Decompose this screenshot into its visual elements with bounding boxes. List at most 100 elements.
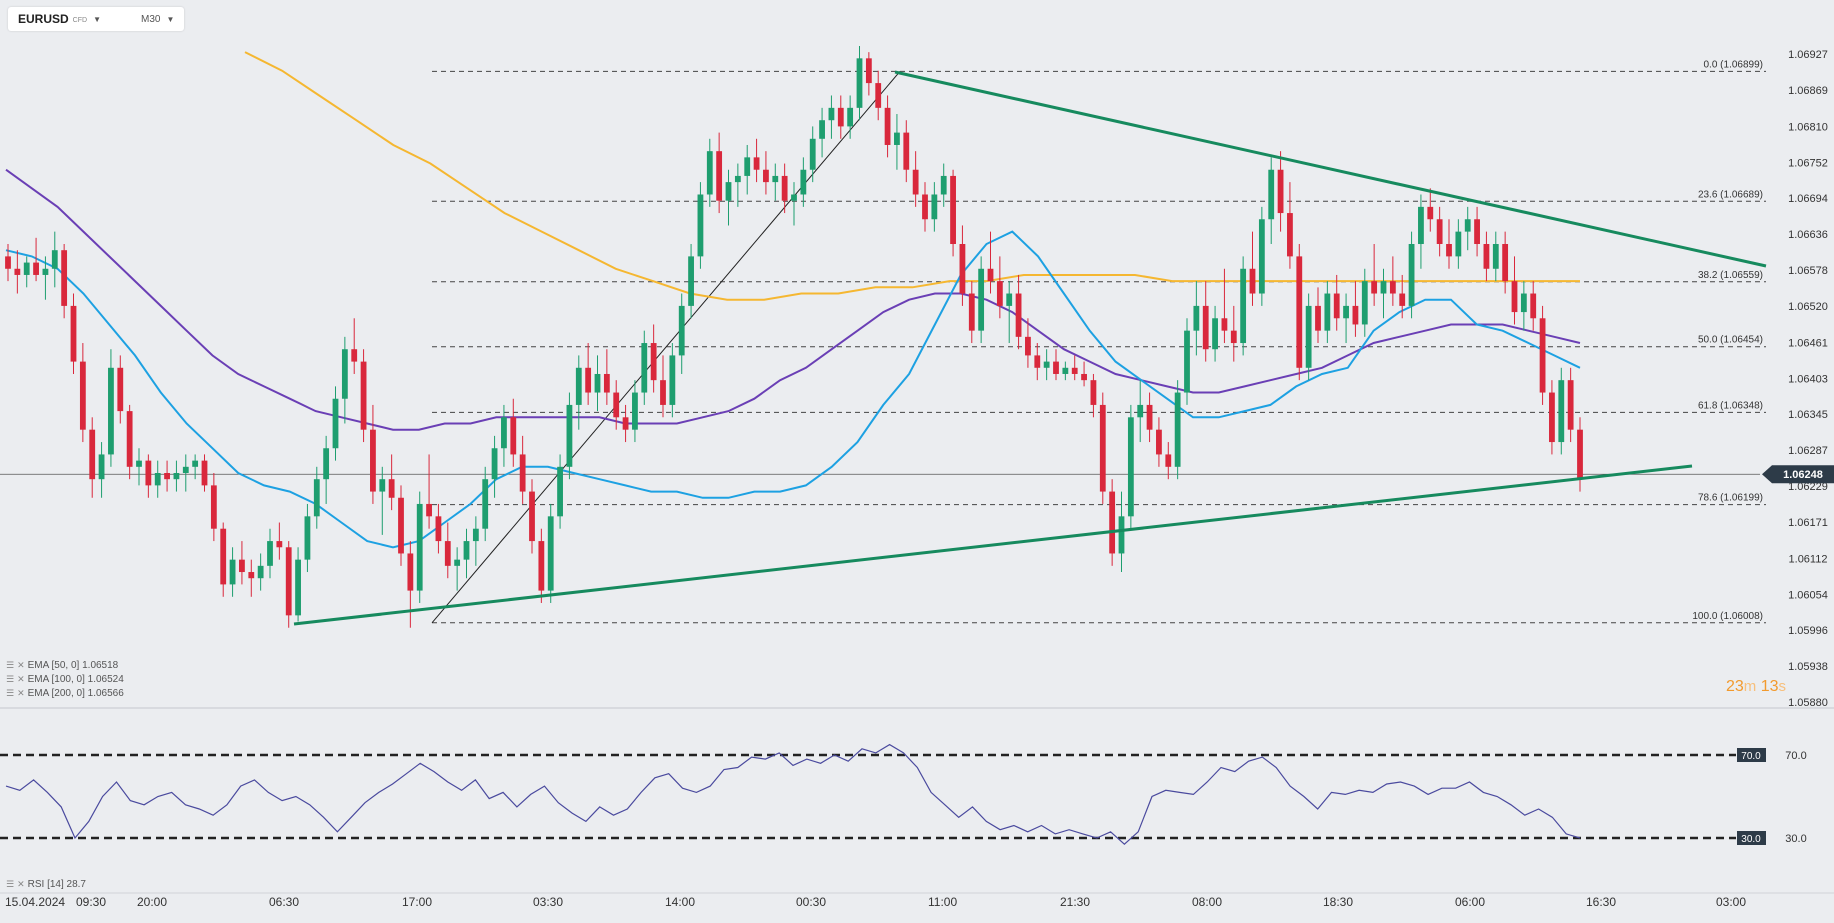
price-tick-label: 1.06752 [1788,157,1828,169]
candle-body [1202,305,1209,350]
time-tick-label: 08:00 [1192,895,1222,909]
price-tick-label: 1.06461 [1788,337,1828,349]
close-icon[interactable]: ✕ [17,879,25,889]
candle-body [594,373,601,393]
candle-body [454,559,461,566]
candle-body [370,429,376,492]
ema200-legend[interactable]: ☰ ✕ EMA [200, 0] 1.06566 [6,688,124,699]
candle-body [510,417,517,455]
candle-body [98,454,105,480]
time-axis[interactable]: 15.04.2024 09:30 20:00 06:30 17:00 03:30 14:00… [5,895,1746,909]
symbol-selector[interactable]: EURUSD CFD ▼ M30 ▼ [8,7,184,31]
trendlines-layer[interactable] [293,70,1767,626]
settings-icon[interactable]: ☰ [6,688,15,698]
time-tick-label: 18:30 [1323,895,1353,909]
candle-body [1230,330,1237,344]
countdown-seconds-unit: s [1778,678,1787,695]
candle-body [1539,318,1546,393]
close-icon[interactable]: ✕ [17,688,25,698]
time-tick-label: 17:00 [402,895,432,909]
rsi-level-badge [1737,831,1766,845]
candle-body [323,448,330,480]
candle-body [547,516,554,591]
rsi-axis-label: 30.0 [1785,833,1806,845]
candle-body [360,361,367,430]
ema100-line [5,168,1581,431]
candle-body [1567,380,1574,430]
candle-body [1408,244,1415,306]
candle-body [632,392,638,430]
time-tick-label: 03:00 [1716,895,1746,909]
candle-body [1389,281,1396,294]
candle-body [1221,318,1228,331]
candle-body [1193,305,1200,331]
ema50-legend[interactable]: ☰ ✕ EMA [50, 0] 1.06518 [6,660,118,671]
timeframe-selector[interactable]: M30 [140,13,161,25]
symbol-name[interactable]: EURUSD [18,12,69,26]
chevron-down-icon[interactable]: ▼ [166,14,175,24]
candle-body [1025,336,1031,356]
price-tick-label: 1.06229 [1788,481,1828,493]
rsi-axis-label: 70.0 [1785,750,1806,762]
rsi-legend[interactable]: ☰ ✕ RSI [14] 28.7 [6,879,86,890]
settings-icon[interactable]: ☰ [6,674,15,684]
candle-body [154,473,161,486]
close-icon[interactable]: ✕ [17,674,25,684]
candle-body [1268,169,1275,220]
candle-body [341,349,348,399]
rsi-legend-label: RSI [14] 28.7 [27,879,86,890]
ema100-legend[interactable]: ☰ ✕ EMA [100, 0] 1.06524 [6,674,124,685]
price-tick-label: 1.06054 [1788,589,1828,601]
candle-body [248,572,255,579]
candle-body [1446,244,1452,257]
close-icon[interactable]: ✕ [17,660,25,670]
candle-body [922,194,928,220]
candle-body [1511,281,1518,313]
price-tick-label: 1.06345 [1788,409,1828,421]
candle-body [1530,293,1537,319]
candle-body [753,157,760,170]
candle-body [210,485,217,529]
current-price-label: 1.06248 [1783,469,1823,481]
price-tick-label: 1.05880 [1788,697,1828,709]
time-tick-label: 11:00 [928,895,957,909]
fib-level-label: 38.2 (1.06559) [1698,270,1763,281]
candle-body [903,132,910,170]
fib-level-label: 61.8 (1.06348) [1698,400,1763,411]
candle-body [220,528,227,585]
price-axis[interactable]: 1.06927 1.06869 1.06810 1.06752 1.06694 1.066… [1762,49,1834,709]
candle-body [978,268,985,331]
candle-body [1520,293,1527,313]
fibonacci-layer[interactable]: 0.0 (1.06899) 23.6 (1.06689) 38.2 (1.06559… [0,59,1766,624]
candle-body [1343,305,1349,319]
chevron-down-icon[interactable]: ▼ [93,14,101,24]
candle-body [987,268,994,282]
fib-level-label: 50.0 (1.06454) [1698,335,1763,346]
candle-body [1127,417,1134,517]
rsi-pane: 70.0 70.0 30.0 30.0 [0,743,1807,846]
candle-body [1427,206,1434,220]
candle-body [304,516,311,560]
rsi-level-badge [1737,748,1766,762]
candle-body [1118,516,1125,554]
settings-icon[interactable]: ☰ [6,660,15,670]
candle-body [865,58,872,84]
candle-body [772,175,779,183]
candle-body [603,373,610,393]
candle-body [706,151,713,195]
candle-body [239,559,245,573]
candle-body [332,398,339,449]
candle-body [894,132,900,145]
candle-body [1184,330,1190,393]
candle-body [1464,219,1471,232]
candle-body [117,367,124,412]
candle-body [1109,491,1116,554]
resistance-trendline [894,70,1767,268]
candle-body [267,541,273,566]
candle-body [1380,281,1387,294]
candle-body [491,448,498,480]
candle-body [126,411,133,467]
settings-icon[interactable]: ☰ [6,879,15,889]
